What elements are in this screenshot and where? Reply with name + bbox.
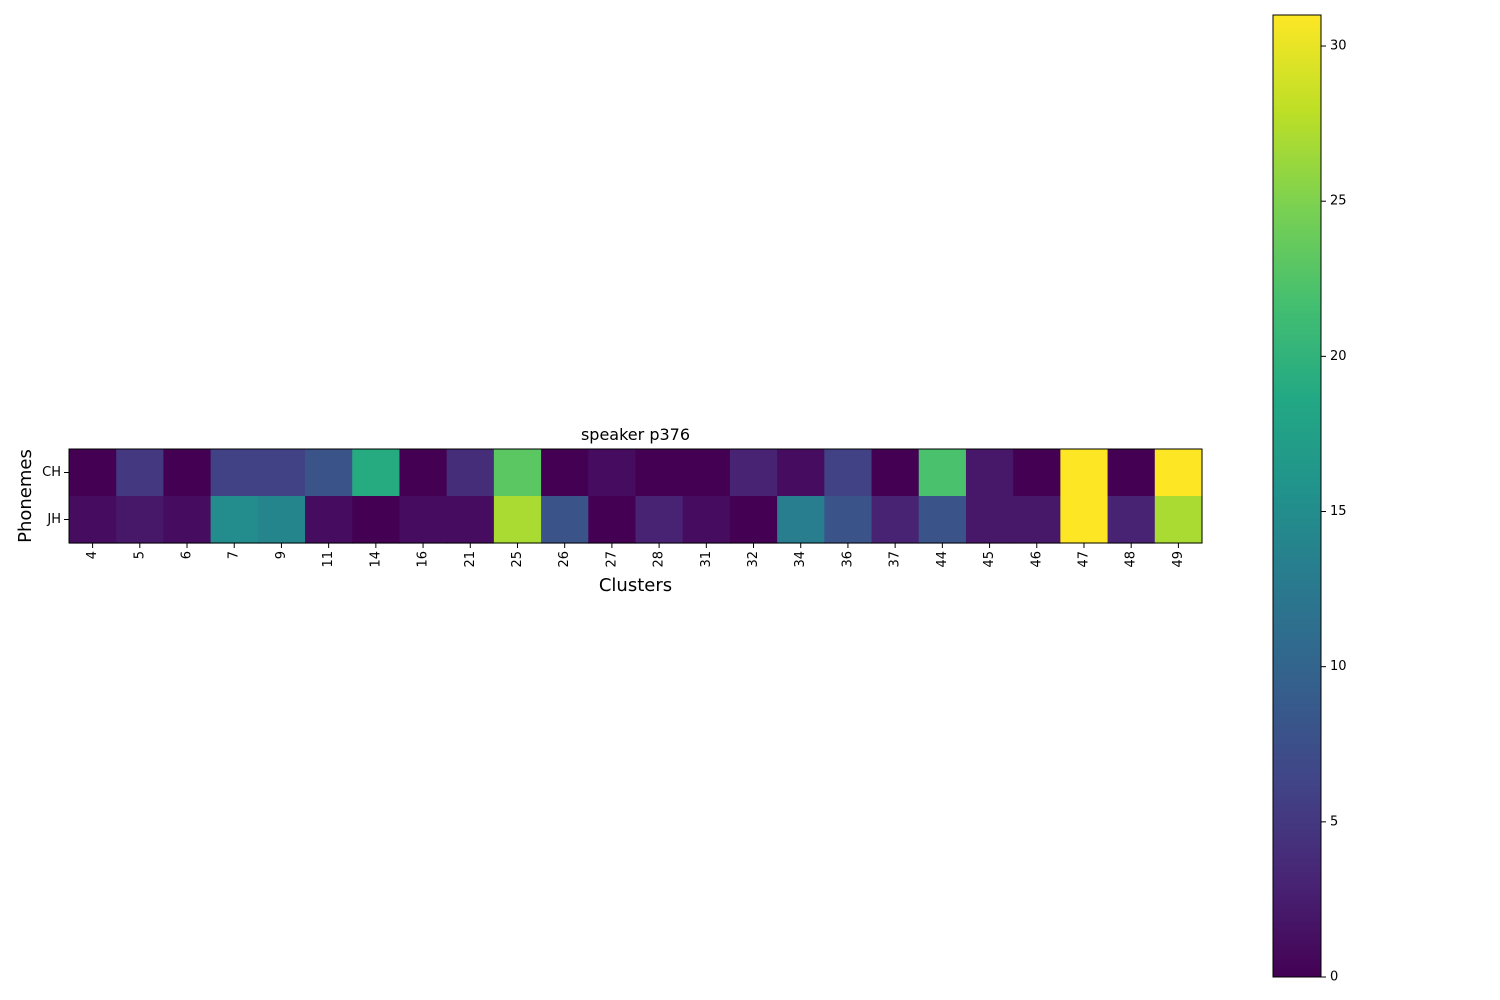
heatmap-cell-JH-14 bbox=[352, 496, 401, 544]
heatmap-cell-CH-45 bbox=[965, 449, 1014, 497]
heatmap-cell-JH-7 bbox=[210, 496, 259, 544]
heatmap-frame bbox=[68, 448, 1203, 544]
heatmap-cell-CH-25 bbox=[493, 449, 542, 497]
heatmap-cell-JH-36 bbox=[824, 496, 873, 544]
heatmap-cell-JH-9 bbox=[257, 496, 306, 544]
heatmap-cell-JH-49 bbox=[1154, 496, 1203, 544]
x-tick-label: 44 bbox=[935, 551, 950, 568]
x-tick-label: 47 bbox=[1076, 551, 1091, 568]
x-tick-label: 37 bbox=[888, 551, 903, 568]
heatmap-cell-JH-48 bbox=[1107, 496, 1156, 544]
x-tick-label: 48 bbox=[1124, 551, 1139, 568]
x-tick-label: 25 bbox=[510, 551, 525, 568]
heatmap-cell-CH-26 bbox=[541, 449, 589, 497]
colorbar-tick-label: 0 bbox=[1330, 970, 1338, 985]
x-tick-label: 7 bbox=[227, 551, 242, 559]
heatmap-cell-JH-6 bbox=[163, 496, 212, 544]
heatmap-cell-JH-28 bbox=[635, 496, 684, 544]
x-tick-label: 4 bbox=[85, 551, 100, 559]
colorbar-tick-label: 25 bbox=[1330, 194, 1347, 209]
heatmap-cell-CH-11 bbox=[305, 449, 353, 497]
colorbar-gradient bbox=[1272, 14, 1322, 978]
heatmap-cell-JH-47 bbox=[1060, 496, 1109, 544]
x-tick-label: 46 bbox=[1029, 551, 1044, 568]
x-tick-label: 21 bbox=[463, 551, 478, 568]
heatmap-cell-CH-48 bbox=[1107, 449, 1156, 497]
x-tick-label: 11 bbox=[321, 551, 336, 568]
x-tick-label: 14 bbox=[368, 551, 383, 568]
heatmap-cell-JH-45 bbox=[965, 496, 1014, 544]
x-tick-label: 16 bbox=[416, 551, 431, 568]
colorbar-tick-label: 5 bbox=[1330, 814, 1338, 829]
heatmap-cell-CH-32 bbox=[729, 449, 778, 497]
heatmap-cell-JH-26 bbox=[541, 496, 589, 544]
y-tick-label: JH bbox=[46, 512, 61, 527]
heatmap-cell-CH-44 bbox=[918, 449, 967, 497]
heatmap-cell-JH-11 bbox=[305, 496, 353, 544]
colorbar-tick-label: 20 bbox=[1330, 349, 1347, 364]
x-tick-label: 5 bbox=[132, 551, 147, 559]
x-axis-label: Clusters bbox=[599, 575, 672, 596]
x-tick-label: 36 bbox=[840, 551, 855, 568]
x-tick-label: 34 bbox=[793, 551, 808, 568]
heatmap-cell-CH-49 bbox=[1154, 449, 1203, 497]
heatmap-cell-CH-31 bbox=[682, 449, 731, 497]
colorbar-tick-label: 30 bbox=[1330, 39, 1347, 54]
heatmap-cell-JH-46 bbox=[1013, 496, 1061, 544]
heatmap-cell-CH-34 bbox=[777, 449, 825, 497]
heatmap-cells bbox=[69, 449, 1203, 544]
heatmap-cell-JH-27 bbox=[588, 496, 637, 544]
heatmap-cell-CH-7 bbox=[210, 449, 259, 497]
y-axis-label: Phonemes bbox=[15, 449, 36, 543]
x-tick-label: 28 bbox=[652, 551, 667, 568]
heatmap-cell-JH-5 bbox=[116, 496, 165, 544]
x-tick-label: 9 bbox=[274, 551, 289, 559]
heatmap-cell-JH-31 bbox=[682, 496, 731, 544]
heatmap-cell-CH-9 bbox=[257, 449, 306, 497]
heatmap-cell-JH-4 bbox=[69, 496, 117, 544]
heatmap-cell-JH-16 bbox=[399, 496, 448, 544]
y-axis-ticks: CH JH bbox=[42, 465, 69, 527]
heatmap-cell-CH-4 bbox=[69, 449, 117, 497]
x-tick-label: 32 bbox=[746, 551, 761, 568]
chart-title: speaker p376 bbox=[581, 425, 690, 444]
heatmap-cell-JH-25 bbox=[493, 496, 542, 544]
heatmap-cell-CH-47 bbox=[1060, 449, 1109, 497]
y-tick-label: CH bbox=[42, 465, 61, 480]
heatmap-cell-JH-44 bbox=[918, 496, 967, 544]
x-tick-label: 6 bbox=[180, 551, 195, 559]
heatmap-cell-CH-21 bbox=[446, 449, 495, 497]
x-tick-label: 26 bbox=[557, 551, 572, 568]
x-tick-label: 31 bbox=[699, 551, 714, 568]
heatmap-cell-CH-28 bbox=[635, 449, 684, 497]
x-tick-label: 45 bbox=[982, 551, 997, 568]
colorbar-tick-label: 10 bbox=[1330, 659, 1347, 674]
colorbar-tick-label: 15 bbox=[1330, 504, 1347, 519]
colorbar: 0 5 10 15 20 25 30 bbox=[1272, 14, 1347, 985]
heatmap-cell-CH-36 bbox=[824, 449, 873, 497]
x-tick-label: 27 bbox=[604, 551, 619, 568]
heatmap-cell-CH-27 bbox=[588, 449, 637, 497]
heatmap-cell-CH-6 bbox=[163, 449, 212, 497]
x-axis-ticks: 4 5 6 7 9 11 14 16 21 25 26 27 28 31 32 34 36 37 44 45 46 47 4… bbox=[85, 543, 1186, 568]
heatmap-cell-JH-32 bbox=[729, 496, 778, 544]
heatmap-cell-CH-5 bbox=[116, 449, 165, 497]
heatmap-cell-CH-14 bbox=[352, 449, 401, 497]
heatmap-cell-CH-46 bbox=[1013, 449, 1061, 497]
heatmap-cell-JH-34 bbox=[777, 496, 825, 544]
heatmap-cell-CH-37 bbox=[871, 449, 920, 497]
heatmap-cell-JH-21 bbox=[446, 496, 495, 544]
heatmap-cell-CH-16 bbox=[399, 449, 448, 497]
colorbar-ticks: 0 5 10 15 20 25 30 bbox=[1321, 39, 1347, 985]
heatmap-cell-JH-37 bbox=[871, 496, 920, 544]
x-tick-label: 49 bbox=[1171, 551, 1186, 568]
